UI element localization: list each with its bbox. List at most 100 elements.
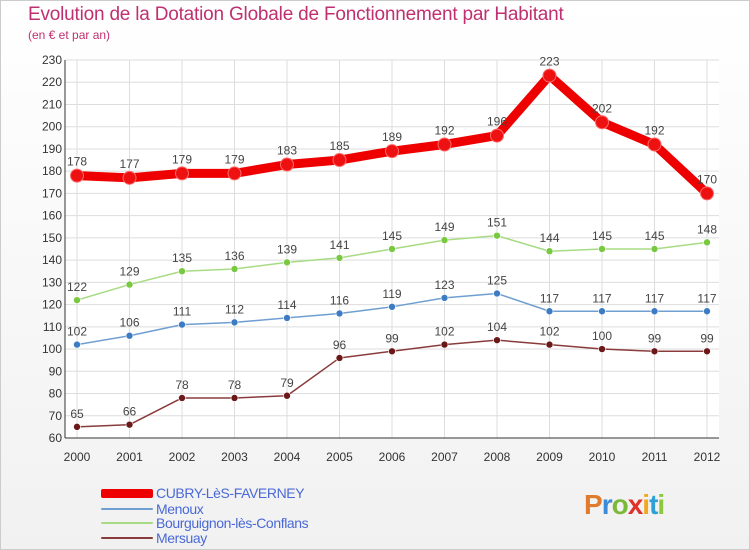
data-point	[493, 289, 501, 298]
data-point	[440, 294, 449, 302]
legend-label-mersuay: Mersuay	[156, 530, 207, 546]
y-tick-label: 160	[42, 209, 62, 223]
data-point	[385, 144, 399, 159]
data-point	[598, 345, 606, 353]
data-label: 112	[225, 302, 244, 316]
data-label: 177	[119, 157, 139, 171]
data-point	[650, 347, 659, 356]
y-tick-label: 90	[49, 364, 63, 378]
data-point	[650, 307, 659, 316]
data-point	[175, 166, 189, 181]
x-tick-label: 2012	[694, 450, 721, 464]
data-label: 202	[592, 101, 612, 115]
data-point	[125, 331, 134, 340]
y-tick-label: 220	[42, 75, 62, 89]
data-label: 122	[67, 280, 87, 294]
x-tick-label: 2006	[379, 450, 406, 464]
chart-subtitle: (en € et par an)	[28, 28, 111, 42]
legend-item-menoux: Menoux	[101, 501, 204, 517]
legend-swatch-mersuay	[101, 537, 153, 539]
data-point	[437, 137, 452, 152]
x-tick-label: 2007	[431, 450, 458, 464]
x-tick-label: 2000	[64, 450, 91, 464]
data-label: 66	[123, 405, 137, 419]
data-label: 78	[228, 378, 242, 392]
data-point	[230, 394, 239, 402]
data-label: 136	[224, 249, 244, 263]
data-point	[283, 314, 291, 322]
y-tick-label: 110	[43, 320, 62, 334]
data-point	[542, 68, 557, 83]
data-point	[73, 296, 81, 304]
data-label: 170	[697, 172, 717, 186]
data-point	[335, 254, 344, 262]
y-tick-label: 130	[42, 275, 62, 289]
data-point	[73, 340, 81, 349]
data-label: 106	[119, 316, 139, 330]
data-point	[70, 168, 84, 183]
data-point	[703, 347, 711, 356]
y-tick-label: 150	[42, 231, 62, 245]
data-point	[332, 153, 347, 168]
data-label: 145	[382, 229, 402, 243]
data-label: 125	[487, 273, 507, 287]
data-point	[490, 128, 504, 143]
data-point	[388, 347, 396, 356]
data-point	[493, 231, 501, 240]
data-label: 189	[382, 130, 402, 144]
data-point	[440, 236, 449, 244]
proxiti-logo: Proxiti	[584, 489, 665, 521]
y-tick-label: 140	[42, 253, 62, 267]
logo-letter: i	[642, 489, 650, 520]
data-point	[178, 320, 186, 329]
data-label: 102	[434, 325, 454, 339]
data-label: 185	[329, 139, 349, 153]
y-tick-label: 60	[49, 431, 63, 445]
y-tick-label: 180	[42, 164, 62, 178]
data-point	[178, 267, 186, 276]
data-label: 192	[644, 123, 664, 137]
data-point	[230, 265, 239, 273]
data-point	[388, 245, 396, 253]
legend-item-bourguignon: Bourguignon-lès-Conflans	[101, 515, 309, 531]
data-point	[73, 423, 81, 431]
data-label: 102	[67, 325, 87, 339]
data-label: 116	[330, 293, 349, 307]
y-tick-label: 200	[42, 120, 62, 134]
data-point	[440, 340, 449, 349]
data-point	[125, 280, 134, 289]
data-label: 145	[592, 229, 612, 243]
legend-label-bourguignon: Bourguignon-lès-Conflans	[156, 515, 309, 531]
data-label: 79	[280, 376, 294, 390]
data-label: 129	[119, 265, 139, 279]
data-label: 223	[539, 55, 559, 69]
data-label: 102	[539, 325, 559, 339]
legend-item-cubry: CUBRY-LèS-FAVERNEY	[101, 485, 305, 501]
x-tick-label: 2005	[326, 450, 353, 464]
y-tick-label: 230	[42, 53, 62, 67]
data-label: 96	[333, 338, 347, 352]
data-point	[283, 258, 291, 267]
data-label: 149	[434, 220, 454, 234]
legend-label-menoux: Menoux	[156, 501, 204, 517]
data-point	[647, 137, 662, 152]
data-label: 117	[592, 291, 611, 305]
legend-label-cubry: CUBRY-LèS-FAVERNEY	[156, 485, 305, 501]
data-label: 135	[172, 251, 192, 265]
data-label: 114	[277, 298, 296, 312]
legend-swatch-bourguignon	[101, 522, 153, 524]
data-point	[545, 340, 554, 349]
data-point	[283, 391, 291, 400]
data-label: 148	[697, 222, 717, 236]
data-label: 179	[224, 152, 244, 166]
logo-letter: i	[657, 489, 665, 520]
x-tick-label: 2002	[169, 450, 196, 464]
data-label: 141	[329, 238, 349, 252]
x-tick-label: 2010	[589, 450, 616, 464]
data-point	[335, 309, 344, 318]
data-label: 145	[644, 229, 664, 243]
legend-item-mersuay: Mersuay	[101, 530, 207, 546]
data-point	[595, 115, 609, 130]
